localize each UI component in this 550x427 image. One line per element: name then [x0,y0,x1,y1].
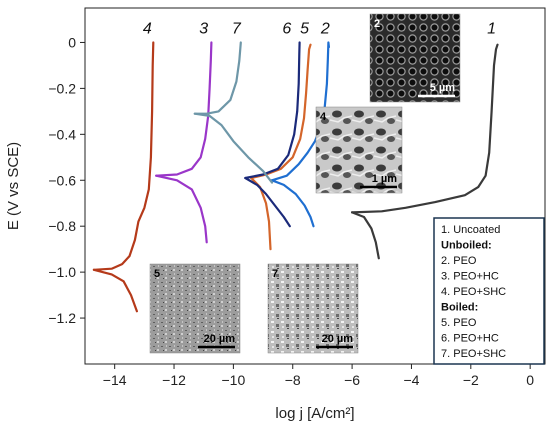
series-line-3 [155,41,213,177]
series-line-5 [250,43,312,180]
legend-entry: 4. PEO+SHC [441,286,506,298]
inset-number-label: 4 [320,111,327,123]
x-tick-label: −6 [344,372,360,388]
curve-label-3: 3 [199,20,208,37]
series-line-1c [351,211,380,260]
x-tick-label: −14 [103,372,127,388]
curve-label-5: 5 [300,20,309,37]
series-line-3c [155,174,208,244]
sem-inset-7: 7 20 µm [267,263,359,354]
sem-image-2 [369,13,461,103]
curve-label-4: 4 [143,20,152,37]
sem-image-7 [267,263,359,354]
sem-image-5 [149,263,241,354]
series-line-1 [351,43,499,214]
inset-number-label: 5 [154,268,160,280]
legend-entry: 3. PEO+HC [441,271,499,283]
scale-bar-label: 20 µm [322,333,354,345]
curve-label-2: 2 [320,20,330,37]
plot-frame [84,7,546,365]
sem-inset-4: 4 1 µm [315,106,403,194]
y-tick-label: 0 [68,34,76,50]
series-line-7c [193,112,274,184]
x-axis-label: log j [A/cm²] [275,405,354,422]
y-tick-label: −1.0 [48,264,76,280]
legend-entry: 7. PEO+SHC [441,348,506,360]
x-tick-label: −2 [463,372,479,388]
inset-number-label: 2 [374,18,380,30]
sem-inset-2: 2 5 µm [369,13,461,103]
legend-entry: 1. Uncoated [441,224,500,236]
legend-box [433,217,545,365]
y-tick-label: −0.4 [48,126,76,142]
legend-entry: 2. PEO [441,255,477,267]
curve-label-7: 7 [232,20,242,37]
y-tick-label: −1.2 [48,310,76,326]
y-axis-label: E (V vs SCE) [5,142,22,230]
series-line-2c [270,179,315,228]
series-line-6 [244,41,301,180]
curve-label-6: 6 [282,20,291,37]
scale-bar-label: 1 µm [372,173,398,185]
sem-image-4 [315,106,403,194]
y-tick-label: −0.2 [48,80,76,96]
legend-entry: 5. PEO [441,317,477,329]
x-tick-label: 0 [526,372,534,388]
series-line-6c [244,176,291,228]
inset-number-label: 7 [272,268,278,280]
x-tick-label: −10 [222,372,246,388]
y-tick-label: −0.6 [48,172,76,188]
scale-bar-label: 5 µm [430,82,456,94]
legend-group-heading: Unboiled: [441,240,492,252]
x-tick-label: −12 [162,372,186,388]
series-line-4c [92,268,138,313]
scale-bar-label: 20 µm [204,333,236,345]
x-tick-label: −4 [403,372,419,388]
y-tick-label: −0.8 [48,218,76,234]
series-line-7 [193,41,242,115]
legend-entry: 6. PEO+HC [441,333,499,345]
series-line-4 [92,41,155,271]
legend-group-heading: Boiled: [441,302,478,314]
curve-label-1: 1 [487,20,496,37]
sem-inset-5: 5 20 µm [149,263,241,354]
x-tick-label: −8 [285,372,301,388]
